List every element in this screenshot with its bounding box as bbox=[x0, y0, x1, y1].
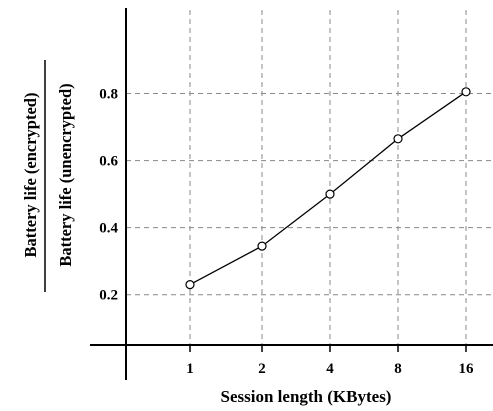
y-tick-label: 0.4 bbox=[99, 221, 118, 237]
x-tick-label: 4 bbox=[326, 361, 334, 377]
series-line bbox=[189, 91, 467, 286]
y-tick-label: 0.8 bbox=[99, 87, 118, 103]
grid-lines bbox=[126, 10, 493, 352]
data-point bbox=[257, 241, 267, 251]
y-axis-title-numerator: Battery life (encrypted) bbox=[21, 93, 40, 258]
axes bbox=[90, 8, 493, 380]
data-point bbox=[325, 189, 335, 199]
y-tick-label: 0.2 bbox=[99, 288, 118, 304]
y-axis-title-denominator: Battery life (unencrypted) bbox=[56, 83, 75, 266]
data-point bbox=[461, 87, 471, 97]
x-axis-title: Session length (KBytes) bbox=[221, 387, 392, 406]
data-point bbox=[393, 134, 403, 144]
data-point bbox=[185, 280, 195, 290]
y-tick-label: 0.6 bbox=[99, 154, 118, 170]
x-tick-label: 8 bbox=[394, 361, 402, 377]
x-tick-label: 16 bbox=[459, 361, 475, 377]
x-tick-label: 1 bbox=[186, 361, 194, 377]
y-axis-title: Battery life (encrypted) Battery life (u… bbox=[21, 60, 75, 292]
x-tick-label: 2 bbox=[258, 361, 266, 377]
x-tick-labels: 1 2 4 8 16 bbox=[186, 361, 474, 377]
series-group bbox=[185, 87, 471, 290]
y-tick-labels: 0.2 0.4 0.6 0.8 bbox=[99, 87, 118, 304]
